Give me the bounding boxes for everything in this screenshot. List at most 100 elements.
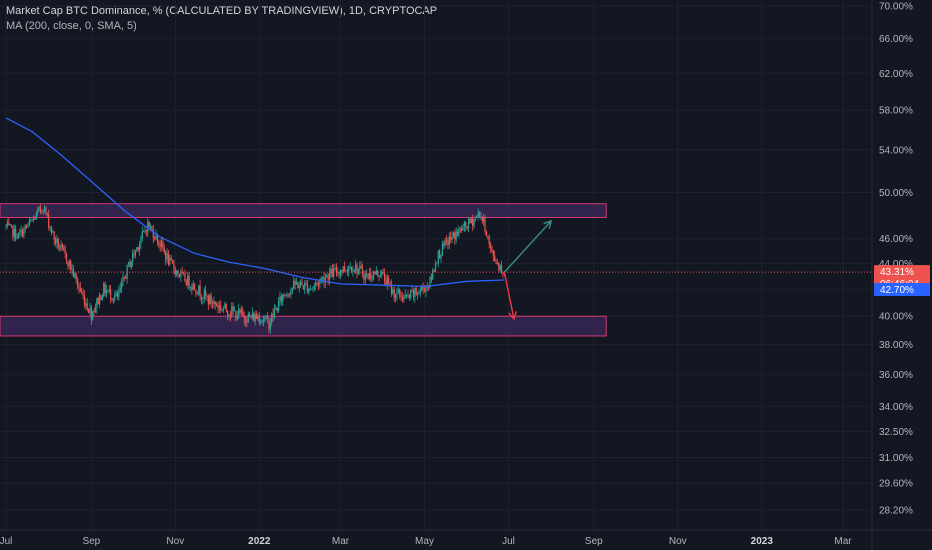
x-tick-label: 2023: [751, 536, 774, 547]
candle-44: [65, 252, 68, 265]
candle-181: [254, 310, 256, 326]
candle-339: [472, 214, 474, 232]
candle-29: [45, 205, 47, 216]
candle-226: [316, 281, 318, 287]
price-tags: 43.31% 06:46:04 42.70%: [874, 265, 930, 297]
candle-185: [260, 319, 262, 326]
candle-158: [222, 306, 225, 314]
candle-324: [451, 231, 453, 243]
candle-38: [57, 237, 59, 251]
candle-152: [214, 300, 216, 310]
candle-232: [324, 273, 326, 289]
candle-15: [26, 224, 28, 229]
candle-30: [46, 212, 48, 218]
candle-51: [75, 273, 77, 284]
candle-202: [283, 292, 285, 299]
candle-145: [205, 285, 207, 300]
zone-0[interactable]: [0, 203, 607, 218]
candle-276: [385, 274, 387, 287]
candle-281: [392, 286, 394, 295]
candle-125: [177, 269, 179, 279]
candle-193: [271, 312, 273, 327]
candle-65: [94, 303, 97, 313]
candle-32: [49, 225, 51, 232]
candle-57: [83, 290, 86, 309]
candle-160: [225, 303, 227, 313]
y-tick-label: 46.00%: [879, 234, 913, 245]
candle-218: [305, 280, 307, 286]
candle-113: [160, 238, 163, 251]
candle-62: [90, 304, 92, 325]
candle-205: [287, 293, 289, 298]
candle-204: [286, 291, 288, 299]
candle-296: [412, 288, 415, 301]
y-tick-label: 28.20%: [879, 506, 913, 517]
candle-346: [481, 216, 483, 224]
candle-22: [35, 211, 37, 220]
x-tick-label: May: [415, 536, 434, 547]
candle-58: [85, 298, 87, 310]
candle-81: [116, 290, 119, 300]
candle-197: [276, 307, 278, 314]
candle-354: [492, 249, 494, 262]
candle-3: [9, 223, 11, 227]
indicator-legend[interactable]: MA (200, close, 0, SMA, 5): [6, 20, 137, 32]
candle-63: [92, 310, 94, 321]
candle-171: [240, 305, 243, 317]
candle-87: [125, 273, 127, 279]
candle-288: [401, 292, 404, 303]
candle-258: [360, 260, 362, 269]
moving-average-line: [5, 117, 505, 288]
y-tick-label: 66.00%: [879, 34, 913, 45]
candle-93: [133, 249, 135, 259]
candle-47: [70, 259, 72, 274]
candle-275: [383, 268, 386, 286]
candle-91: [130, 260, 132, 270]
candle-227: [317, 279, 320, 291]
candle-167: [235, 310, 237, 322]
candle-319: [444, 237, 446, 248]
candle-35: [53, 231, 55, 246]
candle-201: [282, 294, 284, 307]
candle-308: [429, 275, 431, 290]
candle-180: [253, 311, 255, 322]
candle-359: [499, 263, 501, 273]
candle-278: [388, 275, 390, 287]
candle-142: [200, 293, 203, 305]
candle-151: [213, 296, 215, 308]
candle-247: [345, 269, 347, 272]
time-axis: Jul Sep Nov 2022 Mar May Jul Sep Nov 2023 Mar: [0, 536, 852, 547]
candle-259: [361, 263, 364, 278]
candle-77: [111, 298, 113, 302]
candle-126: [178, 273, 181, 278]
candle-117: [166, 248, 168, 264]
y-tick-label: 70.00%: [879, 2, 913, 13]
candle-194: [272, 308, 274, 322]
candle-105: [149, 223, 152, 230]
candle-257: [359, 261, 361, 275]
candle-74: [107, 289, 109, 293]
candle-11: [20, 225, 22, 237]
candle-19: [31, 218, 33, 221]
candle-137: [194, 283, 196, 291]
candle-33: [50, 225, 53, 236]
candle-311: [433, 269, 435, 273]
candle-327: [455, 227, 457, 244]
zone-1[interactable]: [0, 315, 607, 337]
candle-56: [82, 288, 84, 300]
candle-2: [8, 217, 10, 226]
candle-104: [148, 221, 150, 229]
candle-250: [349, 262, 351, 270]
candle-282: [393, 286, 395, 302]
candle-72: [104, 281, 106, 297]
candle-153: [216, 302, 218, 307]
candle-213: [298, 281, 300, 293]
candle-312: [434, 260, 437, 272]
y-tick-label: 32.50%: [879, 427, 913, 438]
candle-1: [6, 219, 8, 229]
candle-271: [378, 275, 380, 282]
support-resistance-zones: [0, 203, 607, 337]
candle-92: [132, 249, 134, 267]
